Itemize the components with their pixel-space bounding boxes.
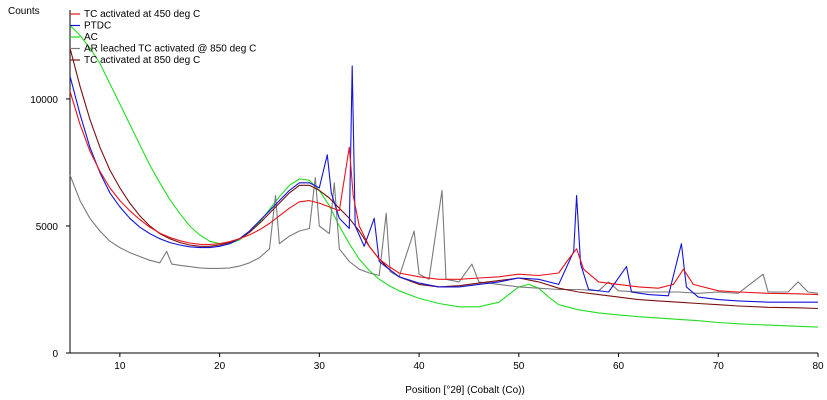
x-tick-label: 80 bbox=[812, 361, 824, 372]
x-tick-label: 70 bbox=[713, 361, 725, 372]
series-line-3 bbox=[69, 24, 819, 328]
x-tick-label: 30 bbox=[314, 361, 326, 372]
y-tick-label: 10000 bbox=[30, 95, 58, 106]
legend-label-1: TC activated at 450 deg C bbox=[84, 9, 200, 20]
y-tick-label: 0 bbox=[52, 349, 58, 360]
x-tick-label: 10 bbox=[114, 361, 126, 372]
x-tick-label: 50 bbox=[513, 361, 525, 372]
y-axis-title: Counts bbox=[8, 6, 40, 17]
x-tick-label: 40 bbox=[414, 361, 426, 372]
series-line-4 bbox=[69, 174, 819, 294]
chart-series bbox=[69, 24, 819, 328]
legend-label-5: TC activated at 850 deg C bbox=[84, 55, 200, 66]
chart-ticks: 10 20 30 40 50 60 70 80 0 5000 10000 bbox=[30, 95, 824, 372]
x-tick-label: 60 bbox=[613, 361, 625, 372]
series-line-1 bbox=[69, 91, 819, 296]
legend-label-4: AR leached TC activated @ 850 deg C bbox=[84, 44, 256, 55]
series-line-2 bbox=[69, 65, 818, 303]
x-tick-label: 20 bbox=[214, 361, 226, 372]
x-axis-title: Position [°2θ] (Cobalt (Co)) bbox=[405, 385, 525, 396]
legend-label-2: PTDC bbox=[84, 21, 111, 32]
y-tick-label: 5000 bbox=[36, 222, 59, 233]
series-line-5 bbox=[69, 47, 819, 310]
chart-axes bbox=[69, 10, 818, 354]
legend-label-3: AC bbox=[84, 32, 98, 43]
